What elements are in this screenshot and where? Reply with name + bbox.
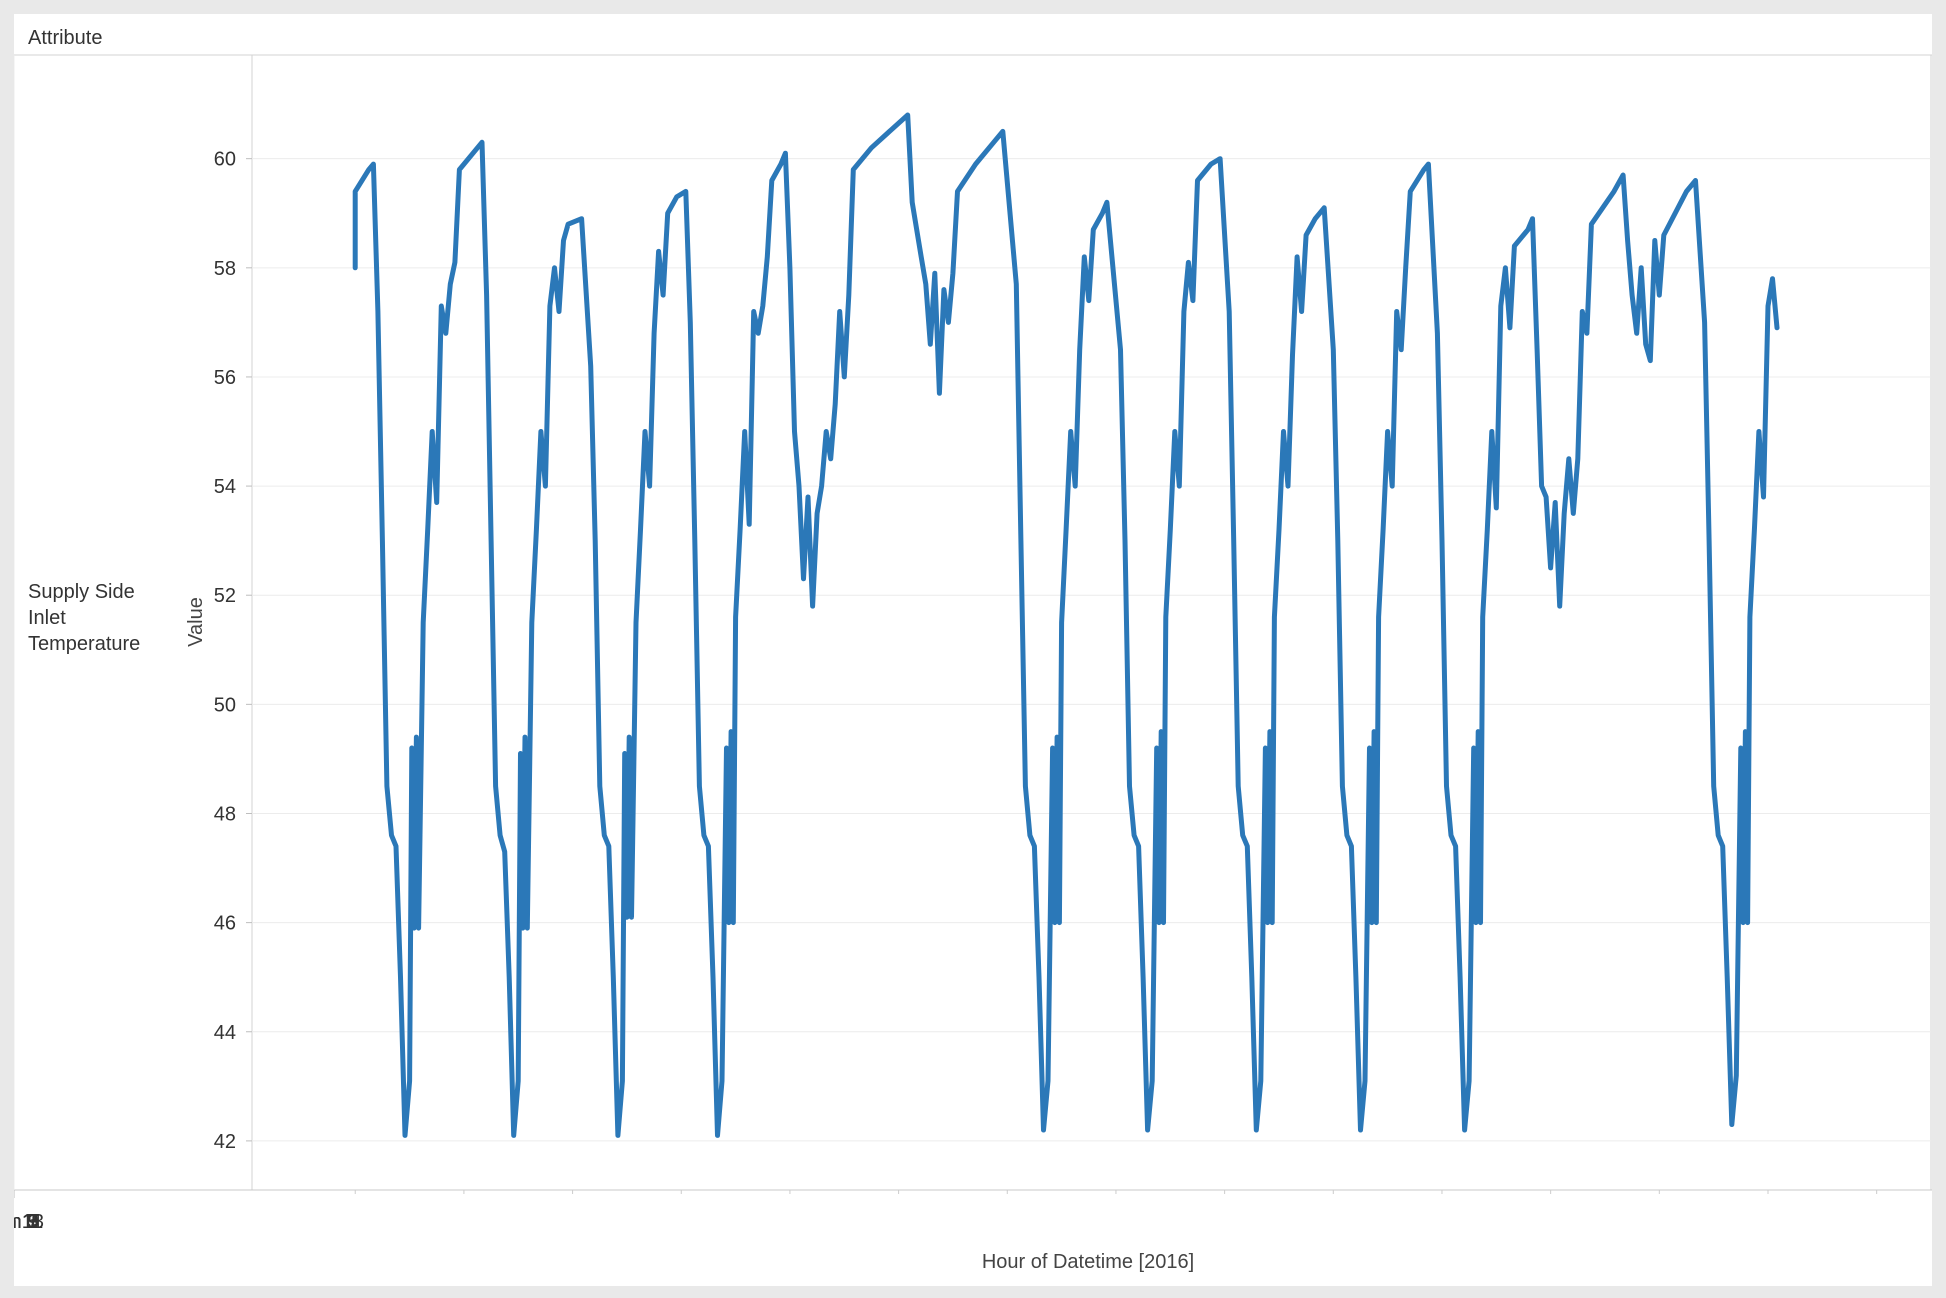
x-tick-label: Jun 9 [14, 1211, 38, 1233]
series-line-1 [352, 112, 1780, 1138]
y-tick-label: 50 [214, 694, 236, 716]
y-tick-label: 44 [214, 1022, 236, 1044]
y-tick-label: 42 [214, 1131, 236, 1153]
y-tick-label: 52 [214, 585, 236, 607]
series-layer [352, 112, 1780, 1138]
column-header-label: Attribute [28, 27, 102, 49]
x-tick-label: Jun 7 [14, 1211, 38, 1233]
x-tick-label: Jun 11 [14, 1211, 43, 1233]
x-tick-label: Jun 1 [14, 1211, 38, 1233]
x-tick-label: Jun 13 [14, 1211, 44, 1233]
row-header-label-line-3: Temperature [28, 633, 140, 655]
y-axis-ticks: 42 44 46 48 50 52 54 56 58 60 [214, 149, 252, 1153]
row-header-label-line-1: Supply Side [28, 581, 135, 603]
y-tick-label: 56 [214, 367, 236, 389]
row-header-label-line-2: Inlet [28, 607, 66, 629]
x-tick-label: Jun 3 [14, 1211, 38, 1233]
pane-borders [14, 54, 1932, 1191]
y-tick-label: 58 [214, 258, 236, 280]
gridlines [14, 55, 1931, 1190]
y-tick-label: 60 [214, 149, 236, 171]
y-tick-label: 48 [214, 803, 236, 825]
line-chart: Attribute Supply Side Inlet Temperature … [14, 27, 1932, 1273]
x-axis-title: Hour of Datetime [2016] [982, 1251, 1194, 1273]
x-axis-ticks: Jun 1Jun 3Jun 5Jun 7Jun 9Jun 11Jun 13 [14, 1190, 1878, 1233]
y-axis-title: Value [185, 597, 207, 647]
chart-panel: Attribute Supply Side Inlet Temperature … [14, 14, 1932, 1286]
x-tick-label: Jun 5 [14, 1211, 38, 1233]
y-tick-label: 46 [214, 913, 236, 935]
y-tick-label: 54 [214, 476, 236, 498]
